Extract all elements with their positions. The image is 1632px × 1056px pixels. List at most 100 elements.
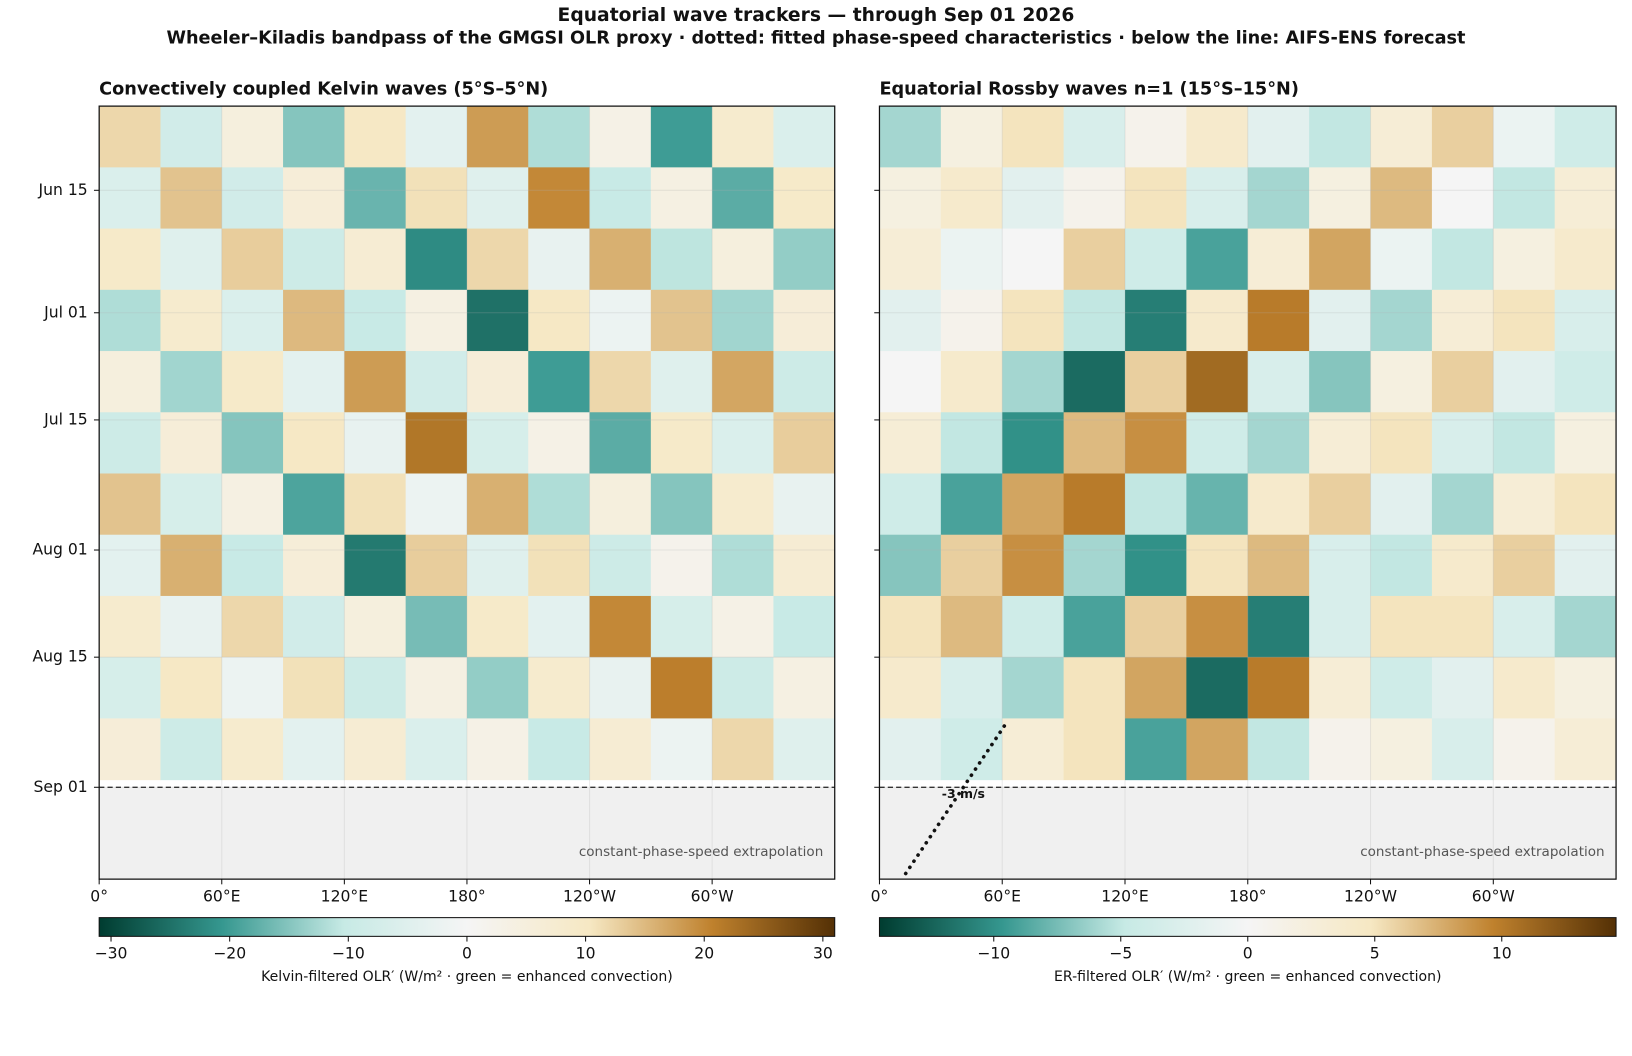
heat-cell [1493, 228, 1556, 291]
heat-cell [99, 473, 161, 536]
heat-cell [405, 412, 468, 475]
phase-speed-characteristic [900, 724, 1007, 880]
heat-cell [1370, 228, 1433, 291]
heat-cell [589, 228, 652, 291]
heat-cell [344, 228, 407, 291]
heat-cell [1063, 718, 1126, 781]
figure-subtitle: Wheeler–Kiladis bandpass of the GMGSI OL… [166, 28, 1466, 48]
heat-cell [528, 718, 591, 781]
heat-cell [650, 595, 713, 658]
heat-cell [283, 595, 345, 658]
heat-cell [773, 228, 835, 291]
heat-cell [528, 657, 591, 719]
heat-cell [1370, 718, 1433, 781]
heat-cell [650, 718, 713, 781]
heat-cell [1309, 595, 1372, 658]
forecast-note: constant-phase-speed extrapolation [579, 844, 823, 860]
heat-cell [940, 167, 1003, 230]
heat-cell [712, 228, 774, 291]
heat-cell [528, 106, 591, 168]
heat-cell [1063, 595, 1126, 658]
heat-cell [283, 412, 345, 475]
heat-cell [99, 167, 161, 230]
y-tick-label: Jun 15 [38, 181, 88, 199]
heat-cell [528, 412, 591, 475]
heat-cell [1431, 106, 1494, 168]
heat-cell [405, 167, 468, 230]
heat-cell [589, 657, 652, 719]
heat-cell [221, 718, 284, 781]
heat-cell [1431, 167, 1494, 230]
colorbar-tick-label: −10 [977, 945, 1010, 963]
heat-cell [650, 657, 713, 719]
heat-cell [1124, 718, 1187, 781]
heat-cell [528, 167, 591, 230]
heat-cell [879, 534, 942, 597]
heat-cell [160, 534, 223, 597]
heat-cell [1247, 534, 1310, 597]
heat-cell [160, 657, 223, 719]
heat-cell [1554, 106, 1617, 168]
heat-cell [940, 228, 1003, 291]
heat-cell [1063, 412, 1126, 475]
heat-cell [1186, 595, 1249, 658]
heat-cell [1063, 106, 1126, 168]
plot-area [99, 106, 835, 880]
heat-cell [1493, 289, 1556, 352]
colorbar-tick-label: 0 [462, 945, 472, 963]
heat-cell [466, 351, 529, 413]
heat-cell [283, 228, 345, 291]
heat-cell [1431, 351, 1494, 413]
heat-cell [466, 657, 529, 719]
heat-cell [405, 289, 468, 352]
y-tick-label: Aug 15 [32, 648, 87, 666]
heat-cell [160, 289, 223, 352]
heat-cell [1309, 534, 1372, 597]
heat-cell [940, 718, 1003, 781]
heat-cell [650, 167, 713, 230]
heat-cell [1493, 473, 1556, 536]
heat-cell [1002, 167, 1065, 230]
heat-cell [940, 106, 1003, 168]
heat-cell [1002, 473, 1065, 536]
heat-cell [466, 595, 529, 658]
heat-cell [1247, 228, 1310, 291]
heat-cell [879, 351, 942, 413]
heat-cell [589, 534, 652, 597]
heat-cell [1493, 534, 1556, 597]
heat-cell [1309, 289, 1372, 352]
heat-cell [344, 412, 407, 475]
heat-cell [940, 412, 1003, 475]
heat-cell [1309, 718, 1372, 781]
heat-cell [879, 595, 942, 658]
heat-cell [1431, 534, 1494, 597]
heat-cell [1493, 412, 1556, 475]
heat-cell [1554, 657, 1617, 719]
x-tick-label: 180° [448, 887, 486, 905]
forecast-region [99, 787, 835, 880]
heat-cell [1063, 289, 1126, 352]
heat-cell [650, 289, 713, 352]
heat-cell [1431, 473, 1494, 536]
heat-cell [466, 534, 529, 597]
heat-cell [1554, 718, 1617, 781]
heat-cell [466, 718, 529, 781]
heat-cell [99, 106, 161, 168]
heat-cell [712, 167, 774, 230]
heat-cell [405, 657, 468, 719]
x-tick-label: 120°E [1101, 887, 1148, 905]
heat-cell [773, 167, 835, 230]
heat-cell [344, 351, 407, 413]
heat-cell [1186, 657, 1249, 719]
heat-cell [1431, 228, 1494, 291]
heat-cell [1124, 228, 1187, 291]
heat-cell [1002, 228, 1065, 291]
heat-cell [528, 473, 591, 536]
heat-cell [1124, 106, 1187, 168]
heat-cell [1247, 106, 1310, 168]
heat-cell [650, 473, 713, 536]
heat-cell [712, 534, 774, 597]
heat-cell [712, 289, 774, 352]
heat-cell [1124, 412, 1187, 475]
heat-cell [1431, 657, 1494, 719]
